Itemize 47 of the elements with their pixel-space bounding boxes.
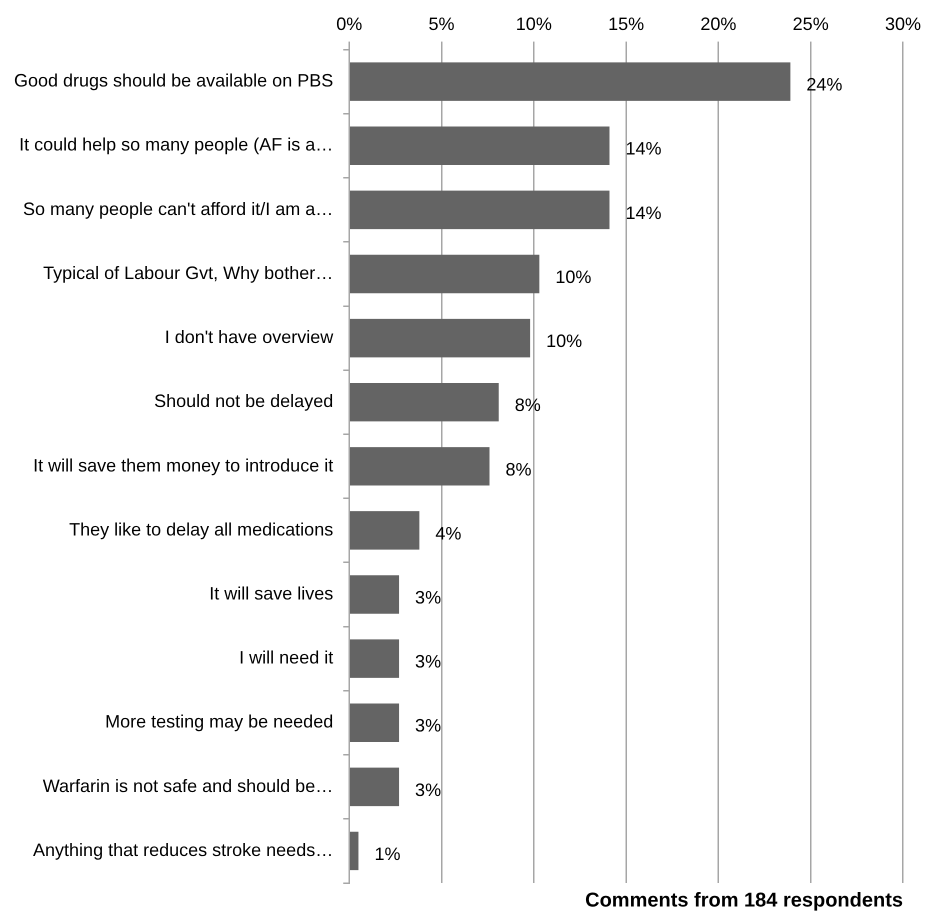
bar <box>350 126 610 165</box>
y-tick-label: More testing may be needed <box>105 712 334 732</box>
y-tick-label: It will save them money to introduce it <box>33 455 334 476</box>
y-tick-label: It will save lives <box>209 583 334 604</box>
data-label: 10% <box>555 266 592 287</box>
data-label: 3% <box>415 587 442 608</box>
bar <box>350 639 400 678</box>
bar <box>350 768 400 806</box>
bar <box>350 575 400 614</box>
data-label: 8% <box>514 395 541 416</box>
y-tick-label: Anything that reduces stroke needs… <box>33 840 334 860</box>
bar <box>350 382 499 422</box>
x-tick-label: 0% <box>336 14 362 34</box>
bar <box>350 511 420 550</box>
x-tick-label: 5% <box>428 14 455 34</box>
y-tick-label: Should not be delayed <box>154 391 334 412</box>
bar <box>350 447 490 486</box>
bar <box>350 832 358 870</box>
x-tick-label: 15% <box>608 14 644 34</box>
x-tick-label: 25% <box>792 14 829 34</box>
x-tick-label: 10% <box>516 14 552 34</box>
y-tick-label: It could help so many people (AF is a… <box>19 134 334 155</box>
y-tick-label: I don't have overview <box>164 327 334 348</box>
data-label: 1% <box>374 844 400 864</box>
data-label: 14% <box>625 138 662 159</box>
data-label: 8% <box>506 459 532 480</box>
y-tick-label: I will need it <box>239 648 334 668</box>
bar <box>350 704 400 742</box>
bar <box>350 318 530 358</box>
y-tick-label: They like to delay all medications <box>69 519 334 540</box>
y-tick-label: So many people can't afford it/I am a… <box>22 198 334 219</box>
x-tick-label: 20% <box>700 14 736 34</box>
data-label: 4% <box>435 523 462 544</box>
y-tick-label: Typical of Labour Gvt, Why bother… <box>43 262 334 283</box>
bar <box>350 62 790 101</box>
y-tick-label: Good drugs should be available on PBS <box>14 70 334 91</box>
text: Comments from 184 respondents <box>585 890 903 912</box>
data-label: 3% <box>415 652 442 672</box>
data-label: 10% <box>546 331 582 352</box>
data-label: 3% <box>415 716 442 736</box>
data-label: 24% <box>806 74 842 95</box>
data-label: 3% <box>415 780 442 800</box>
x-tick-label: 30% <box>884 14 921 34</box>
y-tick-label: Warfarin is not safe and should be… <box>42 776 334 796</box>
data-label: 14% <box>625 202 662 223</box>
bar <box>350 190 610 230</box>
bar <box>350 254 540 294</box>
